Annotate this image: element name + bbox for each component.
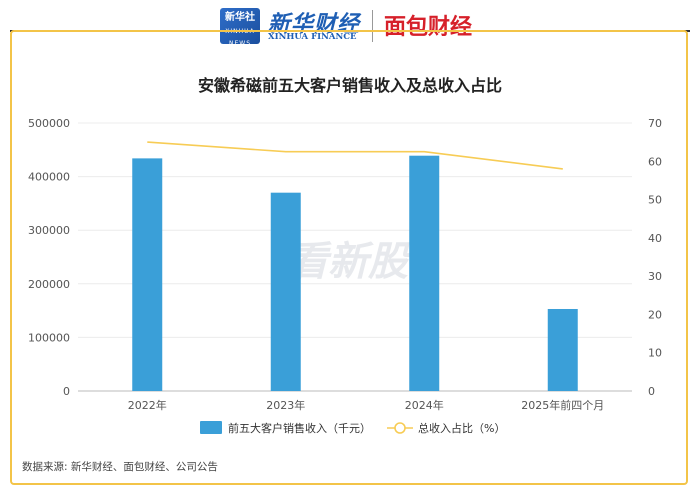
left-axis-ticks: 0 100000 200000 300000 400000 500000 [28, 117, 70, 398]
right-axis-tick-label: 50 [648, 194, 662, 207]
x-axis-tick-label: 2024年 [405, 398, 444, 412]
right-axis-tick-label: 60 [648, 155, 662, 168]
legend-line-marker [394, 422, 406, 434]
right-axis-tick-label: 70 [648, 117, 662, 130]
x-axis-tick-label: 2022年 [128, 398, 167, 412]
mianbao-finance-logo: 面包财经 [384, 15, 473, 40]
chart-frame [10, 30, 688, 485]
gridlines [78, 122, 632, 392]
xinhua-finance-logo-cn: 新华财经 [268, 11, 361, 37]
bar [270, 192, 301, 391]
bar-series [132, 155, 578, 391]
x-axis-ticks: 2022年 2023年 2024年 2025年前四个月 [128, 398, 605, 412]
legend: 前五大客户销售收入（千元） 总收入占比（%） [200, 421, 505, 435]
legend-bar-swatch [200, 421, 222, 434]
left-axis-tick-label: 0 [63, 385, 70, 398]
xinhua-logo-badge: 新华社 XINHUA NEWS [220, 8, 260, 44]
source-note: 数据来源: 新华财经、面包财经、公司公告 [22, 461, 218, 473]
x-axis-tick-label: 2023年 [266, 398, 305, 412]
bar [132, 158, 163, 391]
xinhua-finance-logo-en: XINHUA FINANCE [268, 32, 357, 42]
right-axis-tick-label: 20 [648, 308, 662, 321]
left-axis-tick-label: 100000 [28, 331, 70, 344]
logo-separator [372, 10, 373, 42]
left-axis-tick-label: 200000 [28, 278, 70, 291]
right-axis-tick-label: 0 [648, 385, 655, 398]
bar [547, 308, 578, 391]
line-series [147, 141, 563, 170]
left-axis-tick-label: 300000 [28, 224, 70, 237]
legend-bar-label: 前五大客户销售收入（千元） [228, 421, 371, 435]
header: 新华社 XINHUA NEWS 新华财经 XINHUA FINANCE 面包财经 [0, 0, 700, 48]
right-axis-ticks: 0 10 20 30 40 50 60 70 [648, 117, 662, 398]
right-axis-tick-label: 30 [648, 270, 662, 283]
bar [409, 155, 440, 391]
line-path [147, 141, 563, 170]
right-axis-tick-label: 10 [648, 347, 662, 360]
x-axis-tick-label: 2025年前四个月 [521, 398, 604, 412]
right-axis-tick-label: 40 [648, 232, 662, 245]
legend-line-label: 总收入占比（%） [418, 421, 505, 435]
chart-title: 安徽希磁前五大客户销售收入及总收入占比 [197, 76, 502, 95]
left-axis-tick-label: 400000 [28, 171, 70, 184]
left-axis-tick-label: 500000 [28, 117, 70, 130]
xinhua-badge-text: 新华社 [225, 12, 255, 23]
watermark-text: 看新股 [288, 239, 412, 285]
